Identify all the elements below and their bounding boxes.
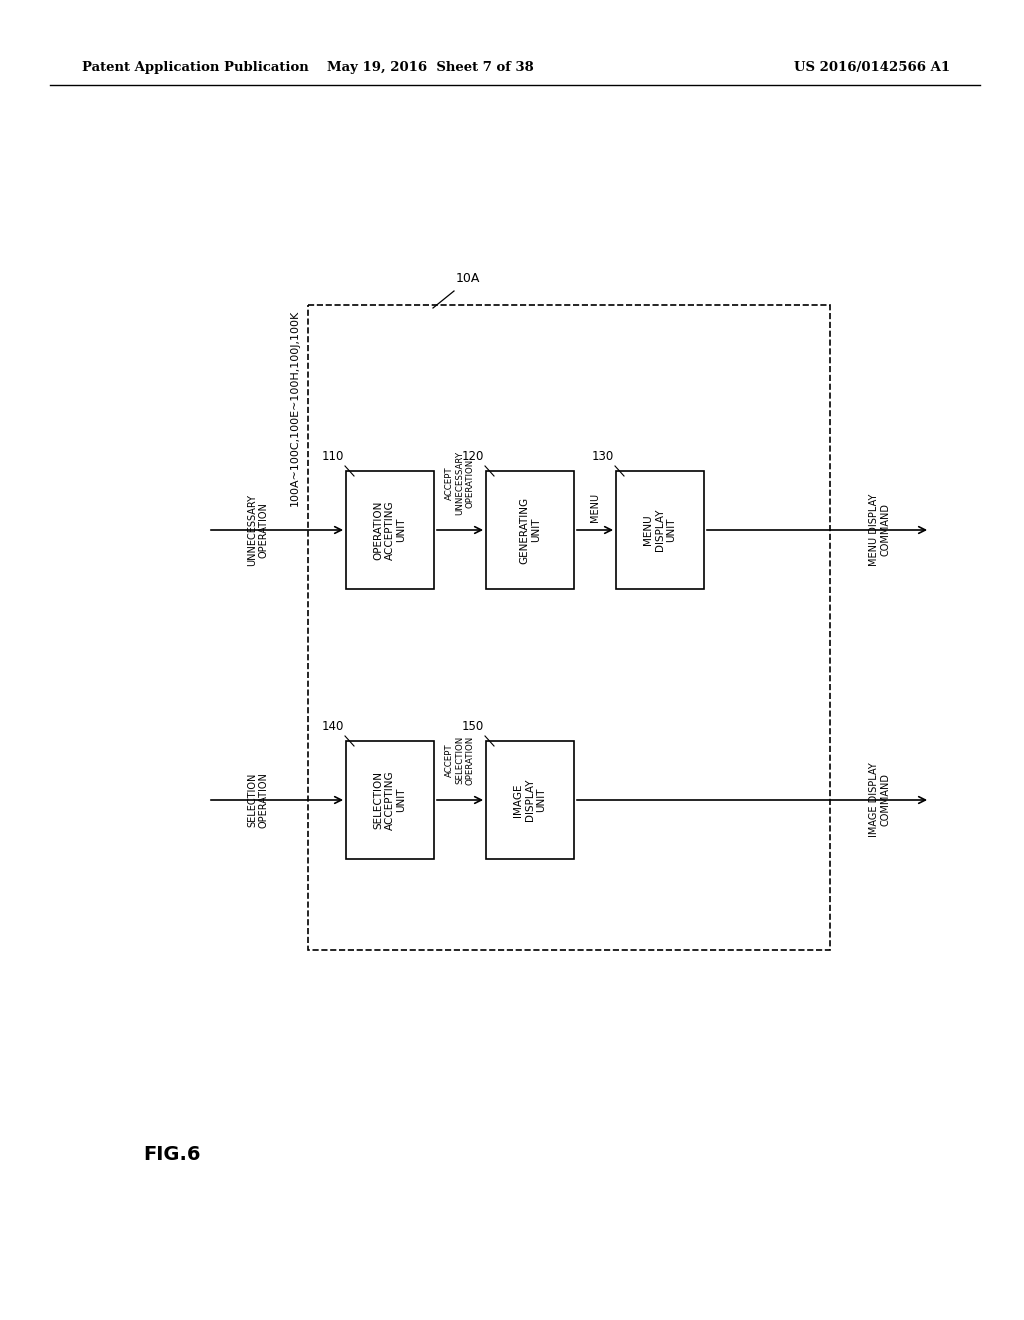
Text: IMAGE DISPLAY
COMMAND: IMAGE DISPLAY COMMAND	[869, 763, 891, 837]
Bar	[346, 471, 434, 589]
Text: Patent Application Publication: Patent Application Publication	[82, 62, 309, 74]
Bar	[486, 741, 574, 859]
Text: 150: 150	[462, 719, 484, 733]
Text: GENERATING
UNIT: GENERATING UNIT	[519, 496, 541, 564]
Text: 130: 130	[592, 450, 614, 463]
Text: SELECTION
ACCEPTING
UNIT: SELECTION ACCEPTING UNIT	[374, 770, 407, 830]
Text: US 2016/0142566 A1: US 2016/0142566 A1	[794, 62, 950, 74]
Bar	[346, 741, 434, 859]
Text: ACCEPT
UNNECESSARY
OPERATION: ACCEPT UNNECESSARY OPERATION	[445, 451, 475, 515]
Text: SELECTION
OPERATION: SELECTION OPERATION	[247, 772, 268, 828]
Bar	[308, 305, 830, 950]
Text: 110: 110	[322, 450, 344, 463]
Text: IMAGE
DISPLAY
UNIT: IMAGE DISPLAY UNIT	[513, 779, 547, 821]
Text: MENU
DISPLAY
UNIT: MENU DISPLAY UNIT	[643, 508, 677, 552]
Text: ACCEPT
SELECTION
OPERATION: ACCEPT SELECTION OPERATION	[445, 735, 475, 785]
Text: 120: 120	[462, 450, 484, 463]
Text: MENU DISPLAY
COMMAND: MENU DISPLAY COMMAND	[869, 494, 891, 566]
Text: MENU: MENU	[590, 492, 600, 521]
Text: 10A: 10A	[456, 272, 480, 285]
Text: UNNECESSARY
OPERATION: UNNECESSARY OPERATION	[247, 494, 268, 566]
Bar	[616, 471, 705, 589]
Text: FIG.6: FIG.6	[143, 1146, 201, 1164]
Text: May 19, 2016  Sheet 7 of 38: May 19, 2016 Sheet 7 of 38	[327, 62, 534, 74]
Text: 140: 140	[322, 719, 344, 733]
Text: OPERATION
ACCEPTING
UNIT: OPERATION ACCEPTING UNIT	[374, 500, 407, 560]
Bar	[486, 471, 574, 589]
Text: 100A~100C,100E~100H,100J,100K: 100A~100C,100E~100H,100J,100K	[290, 310, 300, 507]
